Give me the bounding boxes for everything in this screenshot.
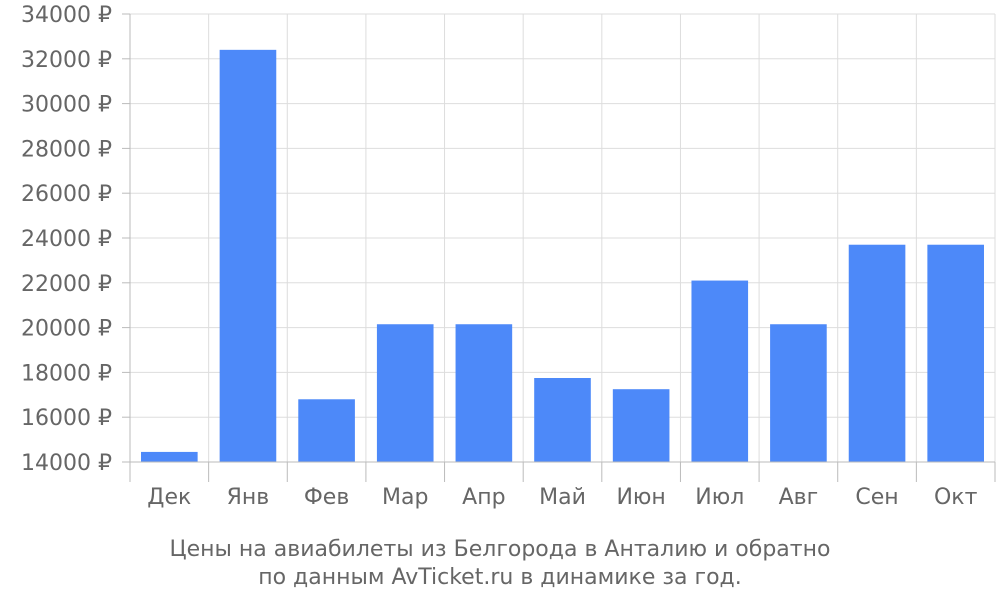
- y-tick-label: 24000 ₽: [21, 227, 112, 252]
- bar-10: [848, 244, 906, 462]
- x-tick-label: Янв: [227, 485, 270, 510]
- y-tick-label: 30000 ₽: [21, 93, 112, 118]
- y-tick-labels: 14000 ₽ 16000 ₽ 18000 ₽ 20000 ₽ 22000 ₽ 24000…: [21, 3, 112, 476]
- bar-4: [376, 324, 434, 462]
- bar-11: [927, 244, 984, 462]
- x-tick-label: Мар: [382, 485, 428, 510]
- x-tick-label: Апр: [462, 485, 505, 510]
- bar-9: [770, 324, 827, 462]
- y-tick-label: 20000 ₽: [21, 317, 112, 342]
- bar-5: [455, 324, 513, 462]
- x-tick-labels: Дек Янв Фев Мар Апр Май Июн Июл Авг Сен Окт: [147, 485, 977, 510]
- x-tick-label: Дек: [147, 485, 191, 510]
- x-tick-label: Июн: [616, 485, 665, 510]
- bar-8: [691, 280, 749, 462]
- chart-caption-line-2: по данным AvTicket.ru в динамике за год.: [258, 565, 742, 590]
- axis-layer: [122, 13, 996, 482]
- x-tick-label: Окт: [934, 485, 978, 510]
- y-tick-label: 16000 ₽: [21, 406, 112, 431]
- chart-caption-line-1: Цены на авиабилеты из Белгорода в Антали…: [170, 537, 831, 562]
- bar-3: [298, 399, 355, 462]
- y-tick-label: 18000 ₽: [21, 361, 112, 386]
- bars-layer: [141, 49, 984, 463]
- x-tick-label: Май: [539, 485, 586, 510]
- x-tick-label: Июл: [695, 485, 744, 510]
- bar-6: [534, 378, 591, 462]
- bar-1: [141, 451, 198, 462]
- y-tick-label: 14000 ₽: [21, 451, 112, 476]
- x-tick-label: Фев: [304, 485, 349, 510]
- y-tick-label: 22000 ₽: [21, 272, 112, 297]
- bar-7: [612, 389, 670, 462]
- y-tick-label: 34000 ₽: [21, 3, 112, 28]
- bar-2: [219, 49, 277, 463]
- y-tick-label: 26000 ₽: [21, 182, 112, 207]
- x-tick-label: Сен: [855, 485, 898, 510]
- y-tick-label: 32000 ₽: [21, 48, 112, 73]
- y-tick-label: 28000 ₽: [21, 137, 112, 162]
- x-tick-label: Авг: [779, 485, 819, 510]
